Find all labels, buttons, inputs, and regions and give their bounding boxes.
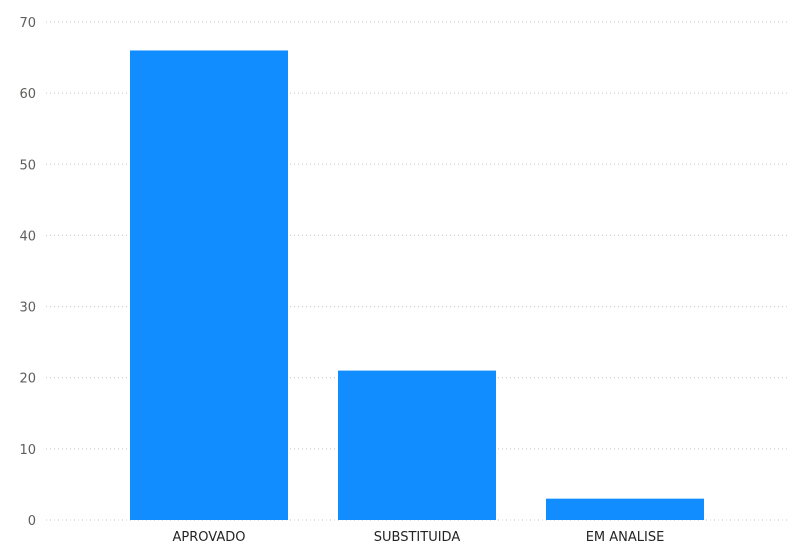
y-tick-label: 60 (19, 87, 36, 102)
y-tick-label: 50 (19, 158, 36, 173)
bar-substituida[interactable] (338, 370, 496, 520)
bar-aprovado[interactable] (130, 50, 288, 520)
x-tick-label: EM ANALISE (586, 530, 665, 545)
bar-em-analise[interactable] (546, 498, 704, 520)
y-tick-label: 0 (28, 514, 36, 529)
y-axis-ticks: 0 10 20 30 40 50 60 70 (19, 16, 36, 529)
bars (130, 50, 704, 520)
x-axis-labels: APROVADO SUBSTITUIDA EM ANALISE (173, 530, 665, 545)
x-tick-label: APROVADO (173, 530, 246, 545)
y-tick-label: 30 (19, 301, 36, 316)
x-tick-label: SUBSTITUIDA (374, 530, 461, 545)
y-tick-label: 10 (19, 443, 36, 458)
y-tick-label: 40 (19, 229, 36, 244)
y-tick-label: 70 (19, 16, 36, 31)
y-tick-label: 20 (19, 372, 36, 387)
